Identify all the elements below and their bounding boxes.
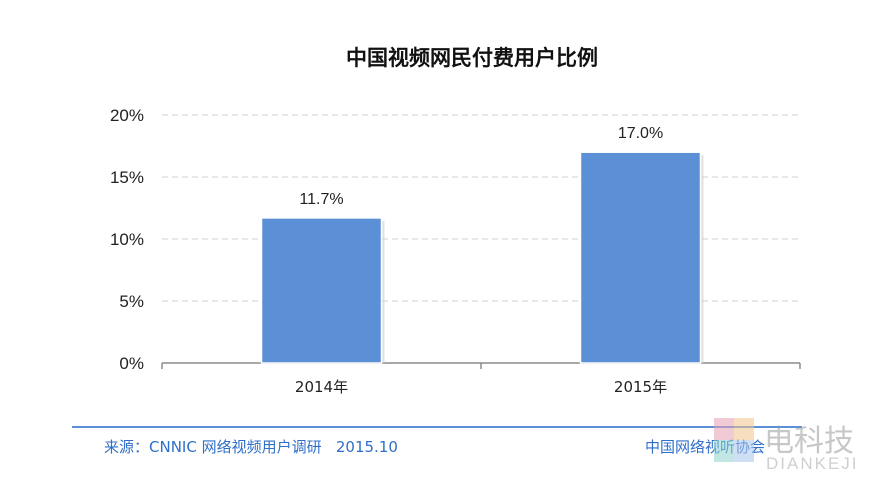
bar (260, 217, 383, 364)
data-label: 17.0% (618, 125, 663, 142)
bar-chart: 0% 5% 10% 15% 20% 11.7% 2014年 17.0% 2015年 (110, 106, 801, 396)
data-label: 11.7% (299, 191, 343, 208)
watermark-logo-icon (714, 418, 754, 462)
source-note: 来源：CNNIC 网络视频用户调研 2015.10 (104, 438, 398, 456)
chart-title: 中国视频网民付费用户比例 (346, 46, 598, 70)
watermark-pinyin: DIANKEJI (766, 454, 859, 473)
x-tick-label: 2015年 (614, 378, 667, 396)
y-tick-label: 0% (119, 354, 144, 373)
watermark: 电科技 DIANKEJI (712, 414, 892, 480)
footer-divider (72, 426, 802, 428)
watermark-chinese: 电科技 (764, 424, 854, 459)
y-tick-label: 20% (110, 106, 144, 125)
y-tick-label: 15% (110, 168, 144, 187)
y-tick-label: 5% (119, 292, 144, 311)
bar (579, 151, 702, 364)
y-tick-label: 10% (110, 230, 144, 249)
x-tick-label: 2014年 (295, 378, 348, 396)
